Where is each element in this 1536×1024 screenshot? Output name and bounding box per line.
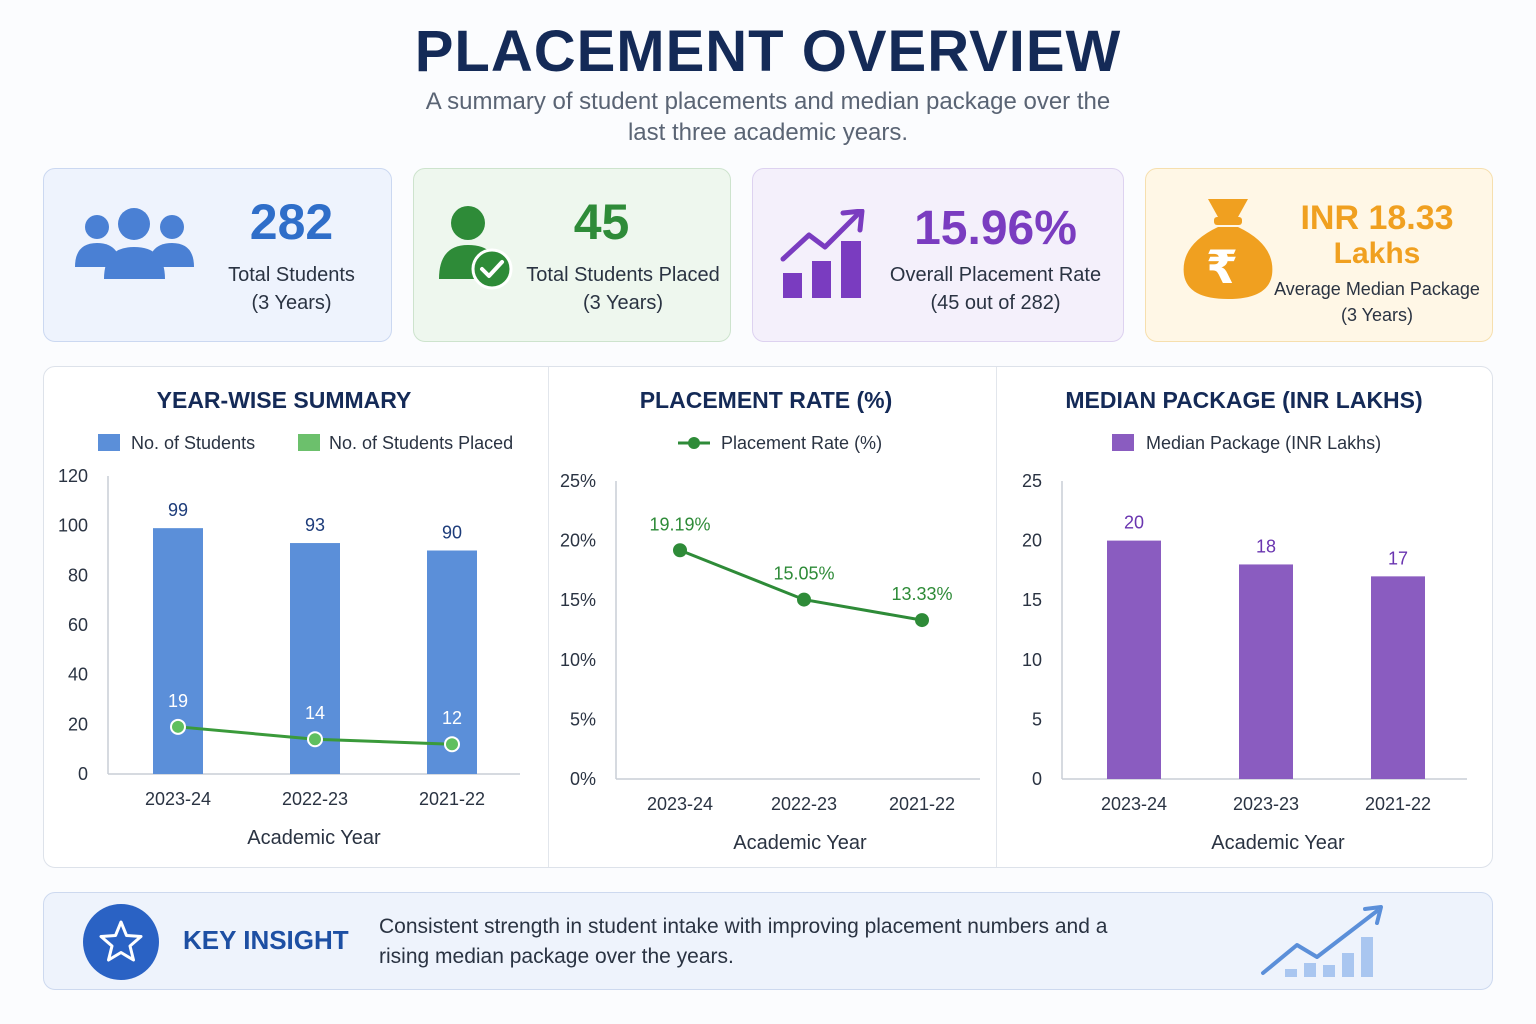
- kpi-label: Overall Placement Rate: [889, 264, 1102, 286]
- key-insight-banner: KEY INSIGHT Consistent strength in stude…: [43, 892, 1493, 990]
- line-point: [673, 543, 687, 558]
- panel-divider: [548, 367, 549, 867]
- series-line: [679, 548, 923, 622]
- growth-chart-icon: [780, 209, 865, 298]
- y-tick-label: 40: [68, 665, 88, 685]
- y-tick-label: 15: [1022, 590, 1042, 610]
- line-point: [170, 718, 186, 735]
- point-value-label: 14: [305, 703, 325, 723]
- kpi-value: INR 18.33: [1300, 199, 1454, 237]
- y-tick-label: 80: [68, 565, 88, 585]
- legend-label: Placement Rate (%): [721, 433, 882, 453]
- x-tick-label: 2022-23: [771, 794, 837, 814]
- y-tick-label: 10: [1022, 650, 1042, 670]
- bar-value-label: 18: [1256, 536, 1276, 556]
- line-point: [444, 736, 460, 753]
- y-tick-label: 10%: [560, 650, 596, 670]
- line-point: [797, 592, 811, 607]
- x-tick-label: 2023-24: [647, 794, 713, 814]
- legend-label: No. of Students Placed: [329, 433, 513, 453]
- x-tick-label: 2021-22: [889, 794, 955, 814]
- line-point: [915, 613, 929, 628]
- y-tick-label: 0: [1032, 769, 1042, 789]
- y-tick-label: 0%: [570, 769, 596, 789]
- kpi-sublabel: (3 Years): [582, 292, 664, 314]
- y-tick-label: 20: [68, 714, 88, 734]
- kpi-value: 282: [249, 194, 334, 250]
- kpi-value: 45: [573, 194, 630, 250]
- kpi-card-placement-rate: 15.96% Overall Placement Rate (45 out of…: [752, 168, 1124, 342]
- kpi-sublabel: (45 out of 282): [930, 292, 1061, 314]
- y-tick-label: 15%: [560, 590, 596, 610]
- insight-title: KEY INSIGHT: [183, 925, 349, 955]
- insight-text: Consistent strength in student intake wi…: [379, 915, 1108, 968]
- x-axis-title: Academic Year: [247, 827, 381, 849]
- legend-swatch: [98, 434, 120, 451]
- x-tick-label: 2021-22: [1365, 794, 1431, 814]
- kpi-card-median-package: ₹ INR 18.33 Lakhs Average Median Package…: [1145, 168, 1493, 342]
- y-tick-label: 25: [1022, 471, 1042, 491]
- point-value-label: 13.33%: [891, 584, 952, 604]
- x-tick-label: 2023-24: [1101, 794, 1167, 814]
- bar-value-label: 90: [442, 523, 462, 543]
- x-tick-label: 2023-23: [1233, 794, 1299, 814]
- star-icon: [83, 904, 159, 980]
- point-value-label: 19: [168, 691, 188, 711]
- svg-text:₹: ₹: [1206, 240, 1238, 294]
- users-group-icon: [75, 208, 194, 279]
- point-value-label: 12: [442, 708, 462, 728]
- kpi-value: 15.96%: [914, 202, 1077, 255]
- y-tick-label: 0: [78, 764, 88, 784]
- bar: [1107, 540, 1161, 779]
- bar: [153, 528, 203, 774]
- user-check-icon: [439, 206, 513, 290]
- y-tick-label: 25%: [560, 471, 596, 491]
- kpi-label: Average Median Package: [1274, 279, 1480, 299]
- line-point: [307, 731, 323, 748]
- page-subtitle: A summary of student placements and medi…: [425, 88, 1111, 146]
- rupee-money-bag-icon: ₹: [1183, 199, 1273, 299]
- y-tick-label: 5: [1032, 709, 1042, 729]
- kpi-sublabel: (3 Years): [251, 292, 332, 314]
- chart-title: PLACEMENT RATE (%): [640, 387, 893, 413]
- y-tick-label: 20: [1022, 531, 1042, 551]
- bar-value-label: 20: [1124, 513, 1144, 533]
- y-tick-label: 100: [58, 516, 88, 536]
- bar-value-label: 93: [305, 515, 325, 535]
- y-tick-label: 60: [68, 615, 88, 635]
- bar: [1239, 564, 1293, 779]
- x-tick-label: 2021-22: [419, 789, 485, 809]
- legend-label: No. of Students: [131, 433, 255, 453]
- kpi-card-total-students: 282 Total Students (3 Years): [43, 168, 392, 342]
- legend-swatch: [1112, 434, 1134, 451]
- kpi-sublabel: (3 Years): [1340, 305, 1414, 325]
- y-tick-label: 5%: [570, 709, 596, 729]
- legend-marker: [688, 437, 700, 449]
- page-title: PLACEMENT OVERVIEW: [414, 19, 1122, 84]
- panel-divider: [996, 367, 997, 867]
- bar-value-label: 17: [1388, 548, 1408, 568]
- bar: [1371, 576, 1425, 779]
- chart-title: MEDIAN PACKAGE (INR LAKHS): [1065, 387, 1422, 413]
- y-tick-label: 120: [58, 466, 88, 486]
- bar-value-label: 99: [168, 500, 188, 520]
- kpi-value-unit: Lakhs: [1333, 237, 1421, 270]
- x-tick-label: 2023-24: [145, 789, 211, 809]
- point-value-label: 19.19%: [649, 514, 710, 534]
- x-tick-label: 2022-23: [282, 789, 348, 809]
- kpi-label: Total Students Placed: [526, 264, 720, 286]
- kpi-card-students-placed: 45 Total Students Placed (3 Years): [413, 168, 731, 342]
- x-axis-title: Academic Year: [1211, 832, 1345, 854]
- y-tick-label: 20%: [560, 531, 596, 551]
- point-value-label: 15.05%: [773, 564, 834, 584]
- trend-up-icon: [1261, 905, 1383, 977]
- legend-swatch: [298, 434, 320, 451]
- legend-label: Median Package (INR Lakhs): [1146, 433, 1381, 453]
- x-axis-title: Academic Year: [733, 832, 867, 854]
- chart-title: YEAR-WISE SUMMARY: [157, 387, 412, 413]
- kpi-label: Total Students: [228, 264, 355, 286]
